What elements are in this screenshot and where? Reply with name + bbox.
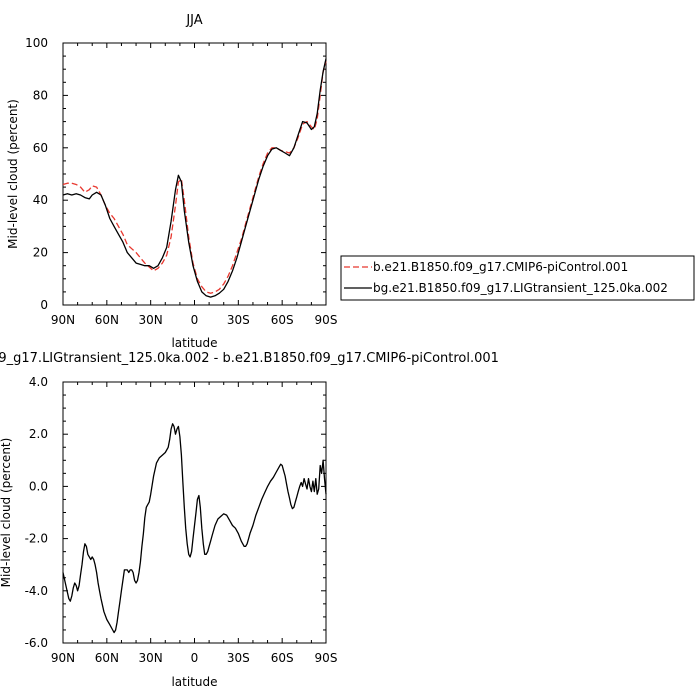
- plot-frame: [62, 42, 327, 306]
- x-tick-label: 60S: [271, 651, 294, 665]
- x-tick-label: 30N: [139, 313, 163, 327]
- y-tick-label: 100: [25, 36, 48, 50]
- chart-title: bg.e21.B1850.f09_g17.LIGtransient_125.0k…: [0, 351, 499, 366]
- x-tick-label: 90S: [315, 313, 338, 327]
- x-tick-label: 30S: [227, 313, 250, 327]
- legend-entry-2: bg.e21.B1850.f09_g17.LIGtransient_125.0k…: [373, 281, 668, 295]
- legend: b.e21.B1850.f09_g17.CMIP6-piControl.001b…: [340, 255, 695, 301]
- y-tick-label: 0: [40, 298, 48, 312]
- series-line-1: [62, 423, 327, 634]
- x-tick-label: 90S: [315, 651, 338, 665]
- y-tick-label: -6.0: [25, 636, 48, 650]
- y-tick-label: 2.0: [29, 427, 48, 441]
- y-tick-label: 40: [33, 193, 48, 207]
- series-line-2: [62, 58, 327, 298]
- x-tick-label: 60N: [95, 313, 119, 327]
- x-tick-label: 60S: [271, 313, 294, 327]
- x-tick-label: 0: [191, 313, 199, 327]
- x-tick-label: 90N: [51, 313, 75, 327]
- y-tick-label: 0.0: [29, 479, 48, 493]
- chart-panel-2: 90N 60N 30N 0 30S 60S 90S -6.0 -4.0 -2.0 0.0 2.0 4.0…: [0, 351, 499, 689]
- y-tick-label: 80: [33, 88, 48, 102]
- x-axis-label: latitude: [171, 336, 217, 350]
- x-tick-label: 90N: [51, 651, 75, 665]
- chart-panel-1: 90N 60N 30N 0 30S 60S 90S 0 20 40 60 80 100 JJA latitu…: [6, 13, 695, 350]
- y-tick-label: 20: [33, 246, 48, 260]
- legend-entry-1: b.e21.B1850.f09_g17.CMIP6-piControl.001: [373, 260, 628, 274]
- series-line-1: [62, 61, 327, 294]
- y-tick-label: -2.0: [25, 532, 48, 546]
- x-tick-label: 30N: [139, 651, 163, 665]
- legend-box: [340, 255, 695, 301]
- x-tick-label: 60N: [95, 651, 119, 665]
- x-tick-label: 0: [191, 651, 199, 665]
- y-axis-label: Mid-level cloud (percent): [0, 438, 13, 588]
- y-axis-label: Mid-level cloud (percent): [6, 99, 20, 249]
- y-tick-label: 60: [33, 141, 48, 155]
- chart-title: JJA: [185, 13, 202, 28]
- x-tick-label: 30S: [227, 651, 250, 665]
- y-tick-label: -4.0: [25, 584, 48, 598]
- y-tick-label: 4.0: [29, 375, 48, 389]
- x-axis-label: latitude: [171, 675, 217, 689]
